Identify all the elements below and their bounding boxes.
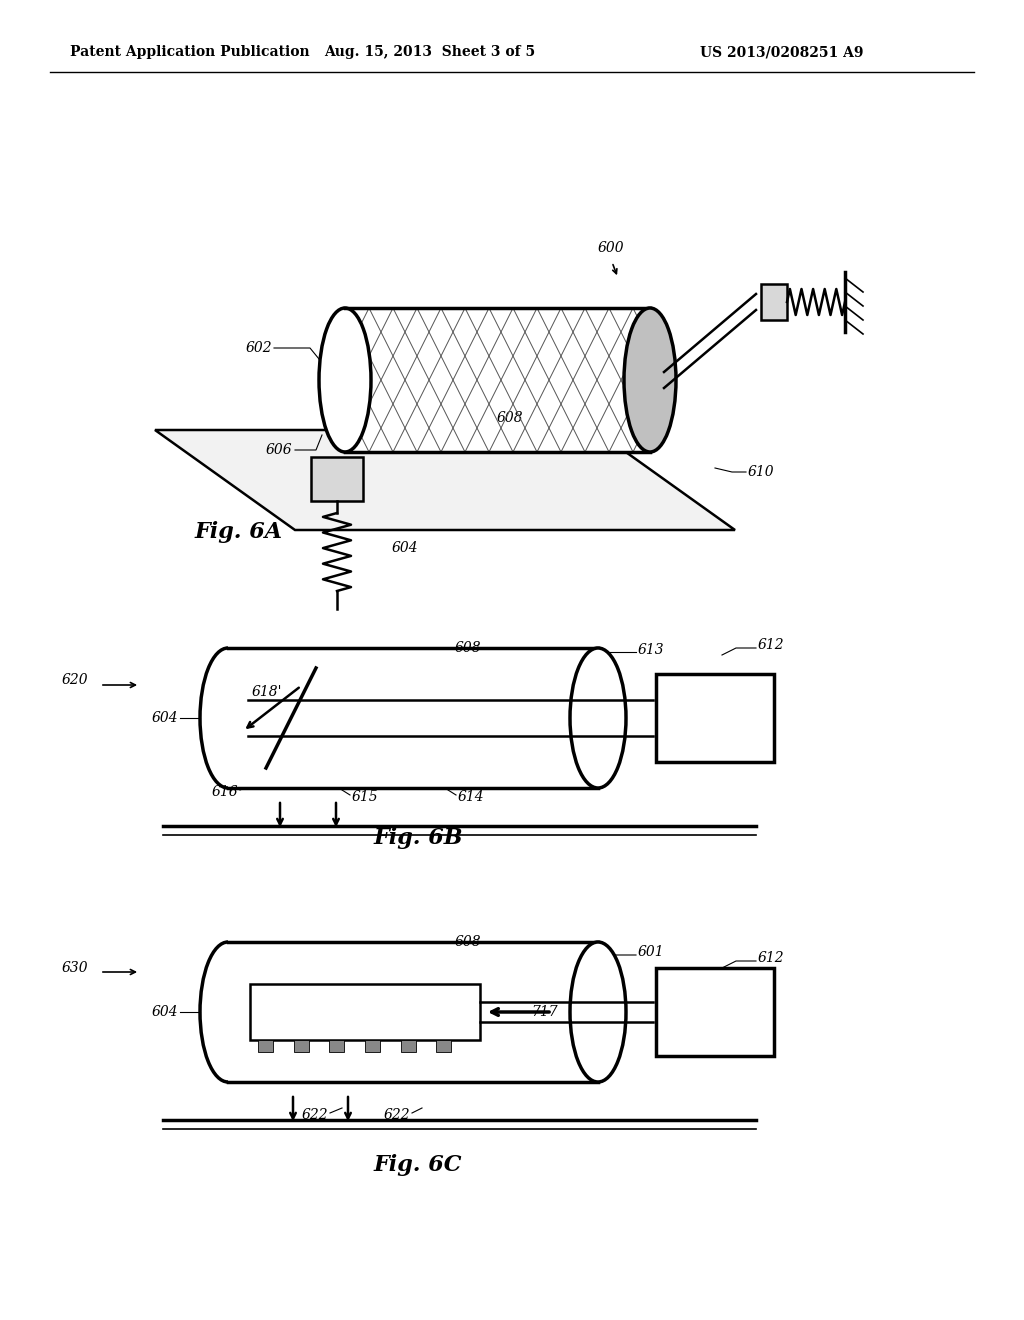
Text: 606: 606 [265, 444, 292, 457]
Text: Fig. 6C: Fig. 6C [374, 1154, 462, 1176]
Text: 616: 616 [211, 785, 238, 799]
Text: 604: 604 [392, 541, 419, 554]
Text: 608: 608 [497, 411, 523, 425]
Polygon shape [656, 968, 774, 1056]
Text: 601: 601 [638, 945, 665, 960]
Text: 614: 614 [458, 789, 484, 804]
Text: 622: 622 [301, 1107, 328, 1122]
Text: 618': 618' [252, 685, 282, 700]
Polygon shape [400, 1040, 416, 1052]
Polygon shape [761, 284, 787, 319]
Text: Aug. 15, 2013  Sheet 3 of 5: Aug. 15, 2013 Sheet 3 of 5 [325, 45, 536, 59]
Text: 604: 604 [152, 1005, 178, 1019]
Polygon shape [330, 1040, 344, 1052]
Text: Fig. 6B: Fig. 6B [374, 828, 463, 849]
Polygon shape [258, 1040, 273, 1052]
Ellipse shape [570, 942, 626, 1082]
Text: 612: 612 [758, 638, 784, 652]
Polygon shape [311, 457, 362, 502]
Text: 717: 717 [531, 1005, 558, 1019]
Text: 613: 613 [638, 643, 665, 657]
Text: 630: 630 [61, 961, 88, 975]
Polygon shape [155, 430, 735, 531]
Text: 615: 615 [352, 789, 379, 804]
Ellipse shape [570, 648, 626, 788]
Ellipse shape [624, 308, 676, 451]
Polygon shape [365, 1040, 380, 1052]
Text: 608: 608 [455, 642, 481, 655]
Ellipse shape [579, 956, 617, 1068]
Text: 622: 622 [383, 1107, 410, 1122]
Polygon shape [436, 1040, 452, 1052]
Polygon shape [345, 308, 650, 451]
Polygon shape [228, 942, 598, 1082]
Text: 600: 600 [598, 242, 625, 255]
Polygon shape [656, 675, 774, 762]
Text: 620: 620 [61, 673, 88, 686]
Text: 604: 604 [152, 711, 178, 725]
Ellipse shape [319, 308, 371, 451]
Text: 602: 602 [246, 341, 272, 355]
Text: 610: 610 [748, 465, 774, 479]
Polygon shape [228, 648, 598, 788]
Polygon shape [250, 983, 480, 1040]
Text: 612: 612 [758, 950, 784, 965]
Text: Patent Application Publication: Patent Application Publication [70, 45, 309, 59]
Polygon shape [294, 1040, 309, 1052]
Text: 608: 608 [455, 935, 481, 949]
Text: Fig. 6A: Fig. 6A [195, 521, 283, 543]
Text: 718: 718 [347, 995, 374, 1008]
Text: US 2013/0208251 A9: US 2013/0208251 A9 [700, 45, 863, 59]
